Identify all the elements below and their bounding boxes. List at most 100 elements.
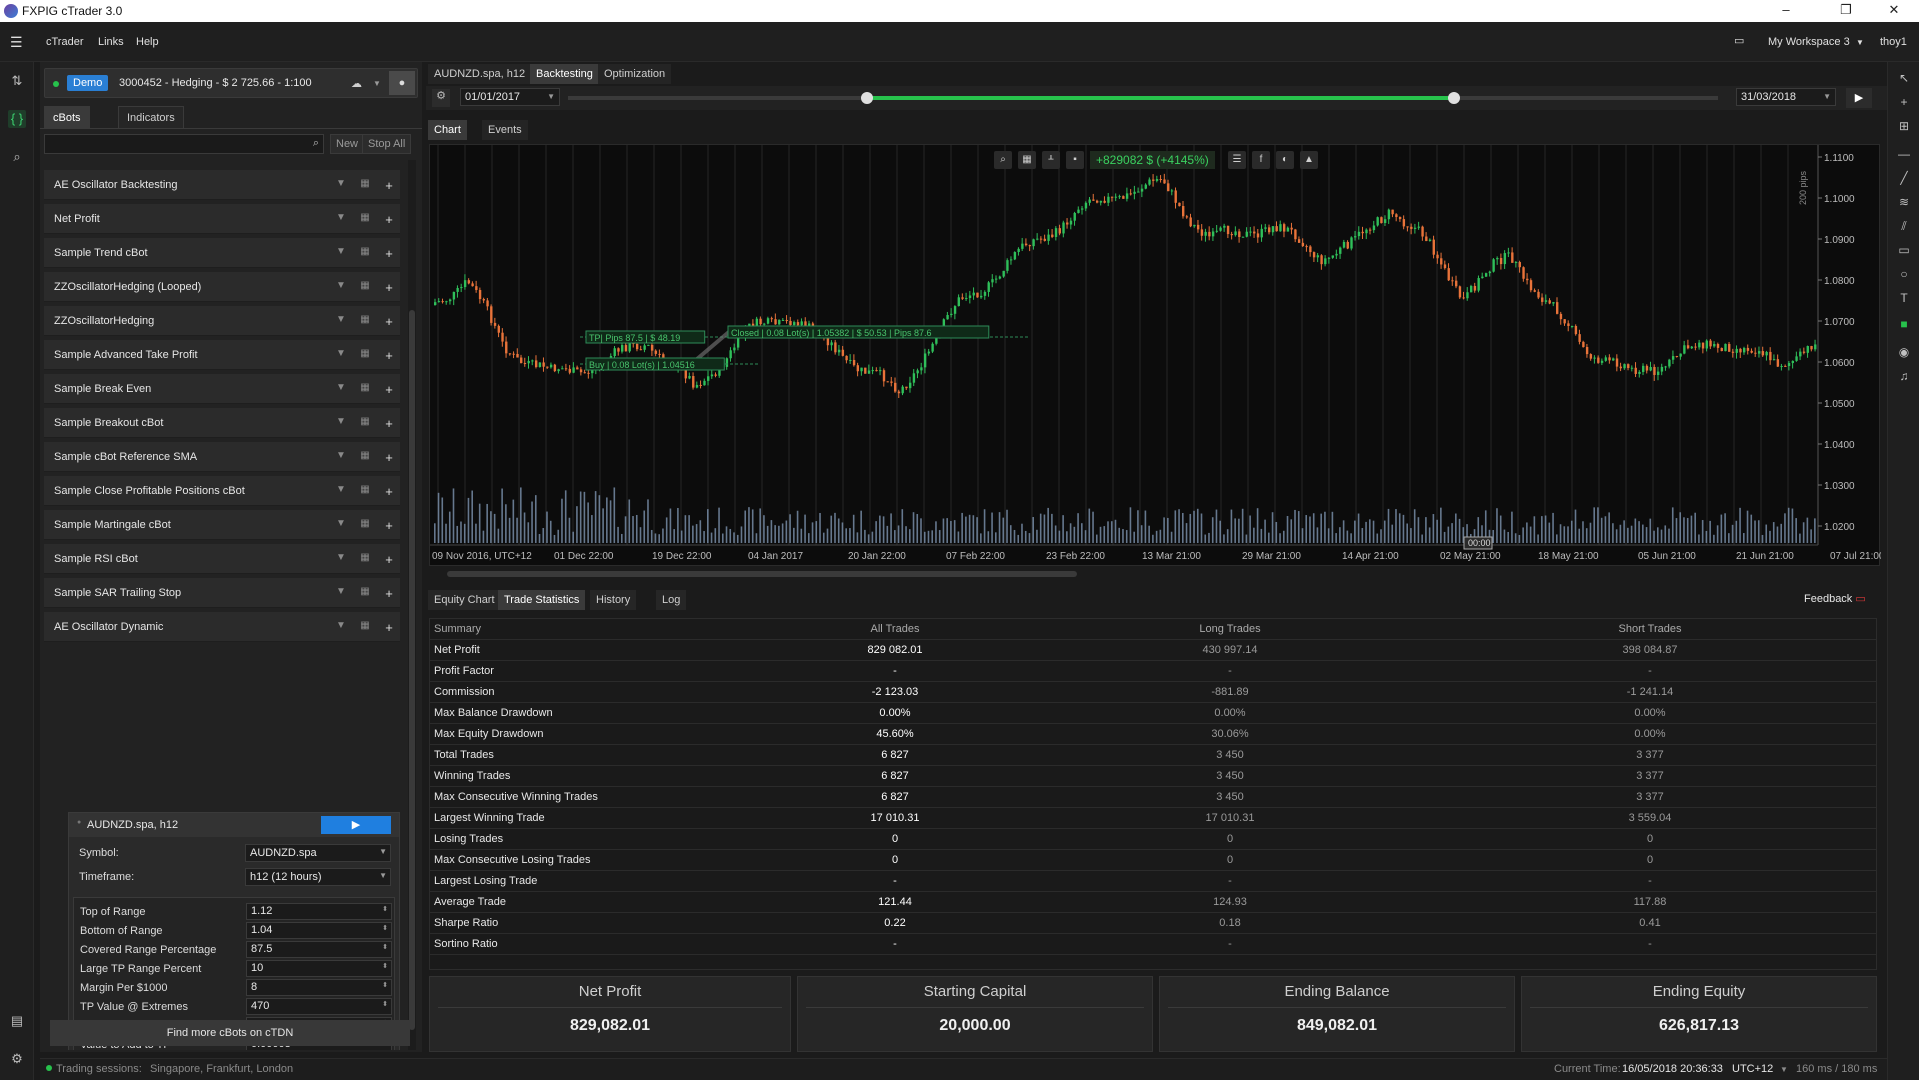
zoom-icon[interactable]: ⌕ [994, 151, 1012, 169]
tab-cbots[interactable]: cBots [44, 106, 90, 128]
add-instance-icon[interactable]: + [385, 246, 393, 261]
list-item[interactable]: Sample Close Profitable Positions cBot ▼ ▦… [44, 476, 400, 506]
tab-symbol[interactable]: AUDNZD.spa, h12 [428, 64, 532, 84]
measure-icon[interactable]: ⊞ [1898, 119, 1910, 133]
chevron-down-icon[interactable]: ▼ [336, 280, 346, 291]
chevron-down-icon[interactable]: ▼ [336, 314, 346, 325]
ellipse-icon[interactable]: ○ [1900, 267, 1908, 281]
symbol-select[interactable]: AUDNZD.spa ▼ [245, 844, 391, 862]
list-item[interactable]: Sample Breakout cBot ▼ ▦ + [44, 408, 400, 438]
stepper-icon[interactable]: ⬍ [382, 925, 388, 932]
chevron-down-icon[interactable]: ▼ [336, 484, 346, 495]
chart-type-icon[interactable]: ▦ [1018, 151, 1036, 169]
build-icon[interactable]: ▦ [360, 348, 370, 359]
cbot-search-input[interactable]: ⌕ [44, 134, 324, 154]
trade-icon[interactable]: ⇅ [11, 73, 23, 88]
chevron-down-icon[interactable]: ▼ [336, 178, 346, 189]
channel-icon[interactable]: ⫽ [1901, 219, 1907, 233]
list-item[interactable]: Sample SAR Trailing Stop ▼ ▦ + [44, 578, 400, 608]
crosshair-icon[interactable]: + [1900, 95, 1908, 109]
workspace-chevron-down-icon[interactable]: ▼ [1856, 38, 1864, 47]
scrollbar-thumb[interactable] [409, 310, 415, 1030]
add-instance-icon[interactable]: + [385, 280, 393, 295]
rectangle-icon[interactable]: ▭ [1898, 243, 1910, 257]
list-item[interactable]: AE Oscillator Dynamic ▼ ▦ + [44, 612, 400, 642]
build-icon[interactable]: ▦ [360, 246, 370, 257]
chevron-down-icon[interactable]: ▼ [336, 416, 346, 427]
add-instance-icon[interactable]: + [385, 416, 393, 431]
tab-optimization[interactable]: Optimization [598, 64, 672, 84]
build-icon[interactable]: ▦ [360, 518, 370, 529]
hamburger-menu-icon[interactable]: ☰ [10, 34, 23, 50]
list-item[interactable]: ZZOscillatorHedging ▼ ▦ + [44, 306, 400, 336]
scrollbar-thumb[interactable] [447, 571, 1077, 577]
list-item[interactable]: AE Oscillator Backtesting ▼ ▦ + [44, 170, 400, 200]
fibonacci-icon[interactable]: ≋ [1898, 195, 1910, 209]
workspace-selector[interactable]: My Workspace 3 [1768, 36, 1850, 48]
indicators-icon[interactable]: ᚆ [1042, 151, 1060, 169]
backtest-settings-gear-icon[interactable]: ⚙ [432, 89, 450, 107]
briefcase-icon[interactable]: ▤ [10, 1013, 24, 1028]
eye-icon[interactable]: ◉ [1898, 345, 1910, 359]
layout-icon[interactable]: ▭ [1734, 35, 1745, 47]
cloud-icon[interactable]: ☁ [351, 78, 362, 90]
alert-bell-icon[interactable]: ♫ [1899, 369, 1909, 383]
param-value-input[interactable]: 87.5 ⬍ [246, 941, 392, 958]
add-instance-icon[interactable]: + [385, 382, 393, 397]
trend-line-icon[interactable]: ╱ [1900, 171, 1908, 185]
build-icon[interactable]: ▦ [360, 620, 370, 631]
chart-canvas[interactable]: 1.1100 1.1000 1.0900 1.0800 1.0700 1.0600 1.05… [430, 145, 1881, 567]
settings-gear-icon[interactable]: ⚙ [11, 1051, 23, 1066]
automate-icon[interactable]: { } [8, 110, 26, 128]
share-icon[interactable]: ◐ [1276, 151, 1294, 169]
account-chevron-down-icon[interactable]: ▼ [373, 79, 381, 88]
tab-equity-chart[interactable]: Equity Chart [428, 590, 501, 610]
new-cbot-button[interactable]: New [330, 134, 365, 154]
param-value-input[interactable]: 1.04 ⬍ [246, 922, 392, 939]
analyze-icon[interactable]: ⌕ [13, 149, 21, 164]
add-instance-icon[interactable]: + [385, 586, 393, 601]
timezone-chevron-down-icon[interactable]: ▼ [1780, 1065, 1788, 1074]
list-item[interactable]: Sample Martingale cBot ▼ ▦ + [44, 510, 400, 540]
add-instance-icon[interactable]: + [385, 552, 393, 567]
color-swatch-icon[interactable]: ■ [1900, 317, 1908, 331]
build-icon[interactable]: ▦ [360, 416, 370, 427]
chevron-down-icon[interactable]: ▼ [336, 212, 346, 223]
cbot-list-scrollbar[interactable] [408, 160, 416, 1050]
build-icon[interactable]: ▦ [360, 586, 370, 597]
add-instance-icon[interactable]: + [385, 314, 393, 329]
end-date-input[interactable]: 31/03/2018 ▼ [1736, 88, 1836, 106]
close-button[interactable]: ✕ [1888, 2, 1900, 17]
stepper-icon[interactable]: ⬍ [382, 963, 388, 970]
tab-log[interactable]: Log [656, 590, 687, 610]
stop-all-button[interactable]: Stop All [362, 134, 412, 154]
build-icon[interactable]: ▦ [360, 314, 370, 325]
chevron-down-icon[interactable]: ▼ [336, 246, 346, 257]
text-icon[interactable]: T [1900, 291, 1908, 305]
chart-horizontal-scrollbar[interactable] [429, 568, 1880, 580]
menu-ctrader[interactable]: cTrader [46, 36, 84, 48]
user-profile-icon[interactable]: ● [389, 71, 415, 95]
tab-history[interactable]: History [590, 590, 637, 610]
param-value-input[interactable]: 10 ⬍ [246, 960, 392, 977]
pointer-icon[interactable]: ↖ [1898, 71, 1910, 85]
chevron-down-icon[interactable]: ▼ [336, 382, 346, 393]
add-instance-icon[interactable]: + [385, 450, 393, 465]
build-icon[interactable]: ▦ [360, 178, 370, 189]
build-icon[interactable]: ▦ [360, 212, 370, 223]
build-icon[interactable]: ▦ [360, 382, 370, 393]
facebook-icon[interactable]: f [1252, 151, 1270, 169]
build-icon[interactable]: ▦ [360, 280, 370, 291]
list-item[interactable]: Sample cBot Reference SMA ▼ ▦ + [44, 442, 400, 472]
play-backtest-button[interactable]: ▶ [1846, 88, 1872, 108]
add-instance-icon[interactable]: + [385, 178, 393, 193]
menu-help[interactable]: Help [136, 36, 159, 48]
add-instance-icon[interactable]: + [385, 484, 393, 499]
list-icon[interactable]: ☰ [1228, 151, 1246, 169]
stepper-icon[interactable]: ⬍ [382, 1001, 388, 1008]
timezone-selector[interactable]: UTC+12 [1732, 1063, 1774, 1075]
objects-icon[interactable]: ▪ [1066, 151, 1084, 169]
chevron-down-icon[interactable]: ▼ [336, 552, 346, 563]
menu-links[interactable]: Links [98, 36, 124, 48]
list-item[interactable]: Sample Advanced Take Profit ▼ ▦ + [44, 340, 400, 370]
